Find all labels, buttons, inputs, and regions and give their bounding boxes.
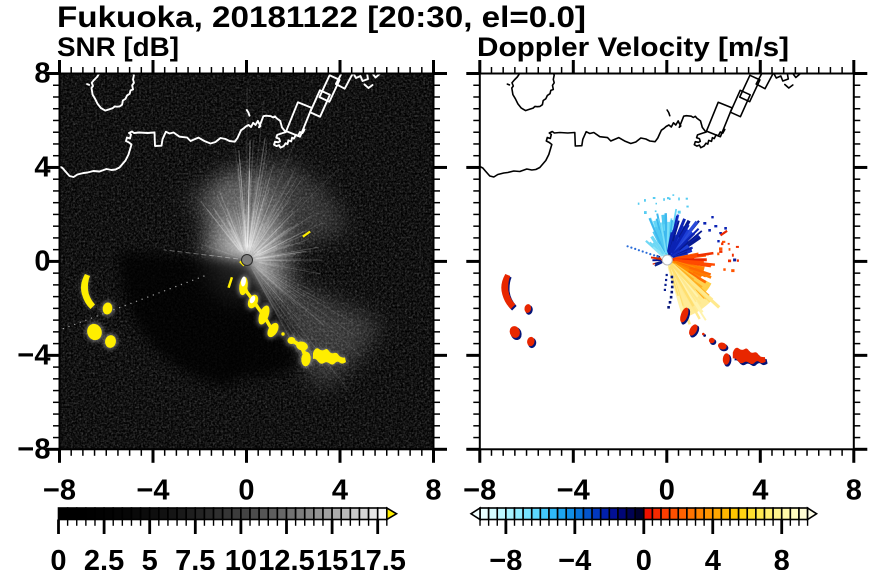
svg-text:4: 4 (34, 152, 50, 184)
svg-text:0: 0 (636, 545, 652, 570)
svg-text:5: 5 (142, 545, 158, 570)
svg-text:2.5: 2.5 (84, 545, 124, 570)
svg-text:0: 0 (659, 475, 675, 507)
svg-text:12.5: 12.5 (258, 545, 314, 570)
svg-text:Fukuoka, 20181122 [20:30, el=0: Fukuoka, 20181122 [20:30, el=0.0] (57, 1, 586, 34)
svg-text:8: 8 (425, 475, 441, 507)
svg-text:8: 8 (34, 58, 50, 90)
svg-text:0: 0 (34, 246, 50, 278)
svg-text:15: 15 (316, 545, 348, 570)
svg-text:8: 8 (774, 545, 790, 570)
svg-text:−8: −8 (17, 434, 50, 466)
svg-text:−4: −4 (557, 475, 590, 507)
svg-text:−4: −4 (17, 340, 50, 372)
svg-text:−4: −4 (136, 475, 169, 507)
svg-text:−8: −8 (43, 475, 76, 507)
svg-text:8: 8 (846, 475, 862, 507)
svg-text:0: 0 (238, 475, 254, 507)
svg-text:7.5: 7.5 (175, 545, 215, 570)
svg-text:4: 4 (705, 545, 721, 570)
svg-text:4: 4 (752, 475, 768, 507)
svg-text:−8: −8 (489, 545, 522, 570)
svg-text:17.5: 17.5 (349, 545, 405, 570)
svg-text:10: 10 (225, 545, 257, 570)
svg-text:−8: −8 (463, 475, 496, 507)
svg-text:4: 4 (332, 475, 348, 507)
svg-text:SNR [dB]: SNR [dB] (57, 32, 179, 62)
svg-text:Doppler Velocity [m/s]: Doppler Velocity [m/s] (477, 32, 789, 62)
svg-text:−4: −4 (558, 545, 591, 570)
svg-text:0: 0 (50, 545, 66, 570)
